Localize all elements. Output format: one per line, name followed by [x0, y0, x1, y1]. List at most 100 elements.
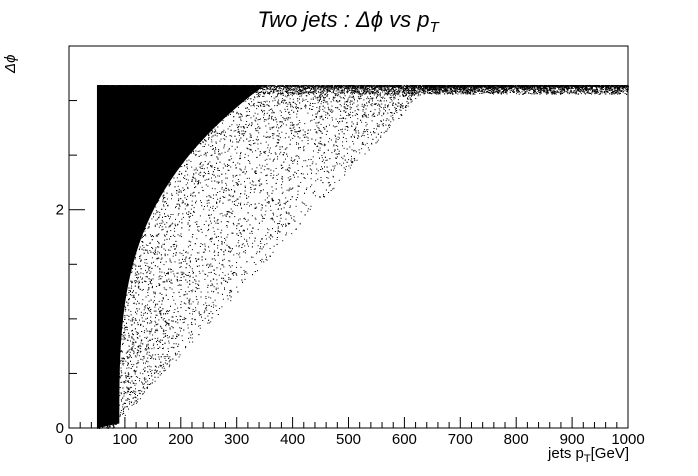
scatter-point — [100, 328, 102, 329]
scatter-point — [208, 173, 210, 175]
scatter-point — [120, 412, 122, 414]
scatter-point — [130, 394, 132, 396]
scatter-point — [457, 93, 459, 95]
scatter-point — [228, 260, 230, 262]
scatter-point — [113, 405, 115, 407]
scatter-point — [153, 112, 155, 114]
scatter-point — [153, 358, 155, 360]
scatter-point — [189, 139, 191, 141]
scatter-point — [222, 167, 224, 169]
scatter-point — [108, 189, 110, 191]
scatter-point — [601, 92, 603, 94]
scatter-point — [276, 215, 278, 217]
scatter-point — [108, 196, 110, 197]
scatter-point — [397, 102, 399, 104]
scatter-point — [148, 136, 149, 138]
scatter-point — [103, 267, 105, 269]
scatter-point — [208, 103, 210, 105]
scatter-point — [223, 145, 225, 147]
scatter-point — [470, 88, 472, 90]
scatter-point — [122, 178, 124, 180]
scatter-point — [293, 101, 295, 103]
scatter-point — [158, 243, 160, 245]
scatter-point — [137, 322, 139, 324]
scatter-point — [594, 88, 596, 90]
scatter-point — [110, 341, 112, 343]
scatter-point — [130, 340, 131, 342]
scatter-point — [217, 90, 219, 92]
scatter-point — [505, 90, 507, 92]
scatter-point — [173, 88, 175, 90]
scatter-point — [228, 265, 230, 267]
scatter-point — [538, 88, 539, 90]
scatter-point — [172, 93, 174, 95]
scatter-point — [179, 130, 181, 132]
scatter-point — [113, 356, 114, 358]
scatter-point — [102, 154, 104, 156]
scatter-point — [124, 266, 126, 268]
scatter-point — [184, 93, 186, 95]
scatter-point — [127, 231, 128, 233]
scatter-point — [104, 138, 106, 140]
scatter-point — [212, 131, 213, 133]
scatter-point — [266, 202, 268, 204]
scatter-point — [200, 131, 202, 133]
scatter-point — [106, 247, 108, 249]
scatter-point — [128, 381, 129, 383]
scatter-point — [223, 279, 225, 281]
scatter-point — [110, 389, 111, 391]
scatter-point — [210, 297, 212, 299]
scatter-point — [407, 91, 409, 93]
scatter-point — [368, 88, 370, 90]
scatter-point — [272, 126, 274, 128]
scatter-point — [100, 276, 102, 278]
scatter-point — [99, 354, 101, 356]
scatter-point — [189, 117, 191, 119]
scatter-point — [401, 87, 403, 89]
scatter-point — [154, 129, 156, 131]
scatter-point — [262, 96, 264, 97]
scatter-point — [414, 92, 416, 93]
scatter-point — [126, 181, 127, 183]
scatter-point — [123, 151, 124, 153]
scatter-point — [300, 108, 302, 110]
scatter-point — [317, 102, 319, 104]
scatter-point — [242, 243, 244, 245]
scatter-point — [208, 129, 209, 131]
scatter-point — [189, 145, 191, 147]
scatter-point — [134, 265, 136, 267]
scatter-point — [208, 133, 210, 135]
scatter-point — [160, 124, 162, 125]
scatter-point — [230, 139, 231, 141]
scatter-point — [123, 233, 125, 235]
scatter-point — [156, 328, 158, 330]
scatter-point — [114, 330, 116, 332]
scatter-point — [100, 89, 102, 90]
scatter-point — [329, 138, 331, 140]
scatter-point — [120, 399, 122, 401]
scatter-point — [126, 151, 128, 153]
scatter-point — [101, 278, 103, 280]
scatter-point — [329, 110, 331, 112]
scatter-point — [268, 202, 270, 204]
scatter-point — [266, 259, 268, 261]
scatter-point — [174, 223, 176, 225]
scatter-point — [133, 353, 135, 355]
scatter-point — [285, 110, 287, 112]
scatter-point — [399, 88, 401, 90]
scatter-point — [256, 92, 258, 93]
scatter-point — [158, 319, 160, 321]
scatter-point — [102, 350, 104, 352]
scatter-point — [155, 324, 157, 326]
scatter-point — [100, 178, 102, 179]
scatter-point — [334, 87, 336, 89]
scatter-point — [99, 222, 101, 224]
scatter-point — [156, 98, 158, 100]
scatter-point — [157, 376, 159, 378]
scatter-point — [361, 143, 363, 145]
scatter-point — [156, 253, 158, 255]
scatter-point — [104, 390, 106, 392]
scatter-point — [202, 85, 204, 87]
scatter-point — [289, 176, 291, 177]
scatter-point — [330, 101, 332, 103]
